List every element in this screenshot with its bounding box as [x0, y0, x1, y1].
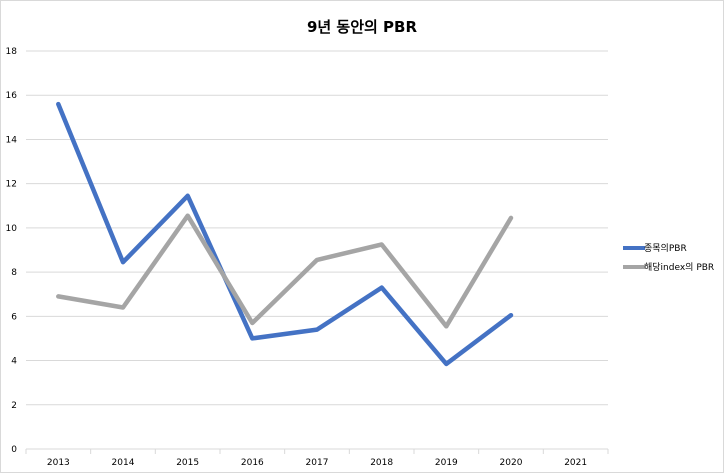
- y-tick-label: 12: [6, 180, 17, 190]
- legend: 종목의PBR 해당index의 PBR: [623, 243, 714, 273]
- y-tick-label: 8: [11, 268, 17, 278]
- x-tick-label: 2021: [564, 458, 587, 468]
- y-tick-label: 0: [11, 445, 17, 455]
- gridlines: [26, 50, 608, 406]
- x-tick-label: 2014: [112, 458, 135, 468]
- y-tick-label: 2: [11, 401, 17, 411]
- x-tick-label: 2016: [241, 458, 264, 468]
- chart-title: 9년 동안의 PBR: [307, 18, 418, 36]
- y-tick-label: 14: [6, 135, 18, 145]
- axes: 0 2 4 6 8 10 12 14 16 18 2013 2014 2015 2016 2017 2018 2…: [6, 47, 609, 468]
- x-tick-label: 2020: [500, 458, 523, 468]
- y-tick-label: 18: [6, 47, 18, 57]
- y-tick-label: 10: [6, 224, 18, 234]
- x-tick-label: 2015: [176, 458, 199, 468]
- y-tick-label: 4: [11, 357, 17, 367]
- legend-label-0: 종목의PBR: [644, 243, 687, 254]
- x-tick-label: 2017: [306, 458, 329, 468]
- series-line-0: [56, 101, 514, 367]
- y-tick-label: 6: [11, 312, 17, 322]
- legend-label-1: 해당index의 PBR: [644, 262, 714, 273]
- x-tick-label: 2018: [370, 458, 393, 468]
- series-lines: [56, 101, 514, 367]
- x-tick-label: 2013: [47, 458, 70, 468]
- x-tick-label: 2019: [435, 458, 458, 468]
- series-line-1: [56, 213, 514, 329]
- y-tick-label: 16: [6, 91, 18, 101]
